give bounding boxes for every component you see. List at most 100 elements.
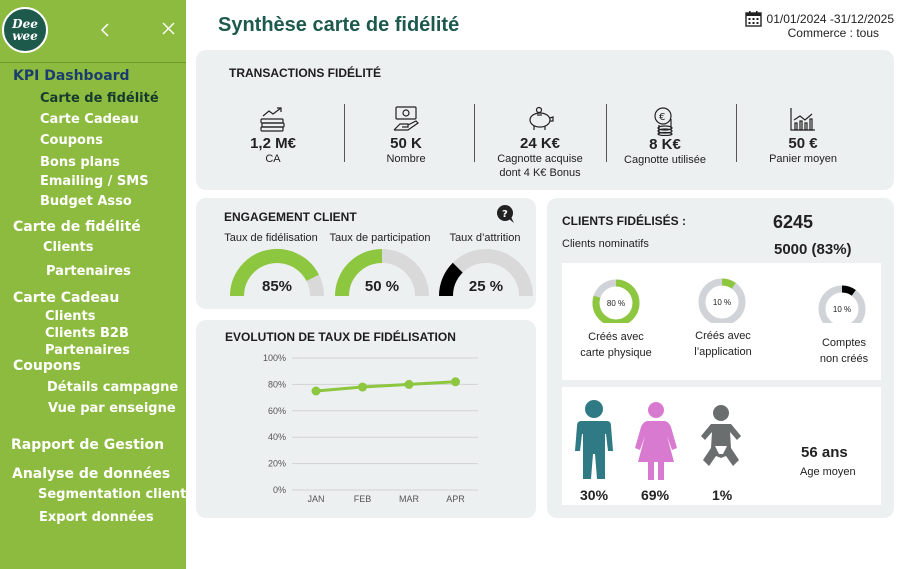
female-percent: 69% (641, 487, 670, 503)
nav-cadeau-partenaires[interactable]: Partenaires (45, 343, 130, 358)
nav-rapport-gestion[interactable]: Rapport de Gestion (11, 437, 165, 453)
nav-cadeau-clients-b2b[interactable]: Clients B2B (45, 326, 129, 341)
gauge-label: Taux de fidélisation (224, 232, 318, 244)
nav-kpi-carte-cadeau[interactable]: Carte Cadeau (40, 112, 139, 127)
donut-label: Comptes non créés (794, 335, 894, 367)
gauge-label: Taux d’attrition (449, 232, 521, 244)
y-tick-label: 100% (263, 353, 286, 363)
data-point (358, 382, 367, 392)
date-range-picker[interactable]: 01/01/2024 -31/12/2025 (744, 10, 894, 27)
donut-label-line: carte physique (580, 347, 652, 359)
gauge-label: Taux de participation (329, 232, 431, 244)
kpi-nombre-label: Nombre (386, 153, 426, 165)
male-icon (575, 400, 613, 479)
x-tick-label: JAN (307, 494, 324, 504)
y-tick-label: 40% (268, 432, 286, 442)
donut-label-line: Créés avec (588, 331, 644, 343)
gauge-value: 85% (261, 278, 293, 295)
baby-percent: 1% (712, 487, 733, 503)
donut-label-line: non créés (819, 353, 869, 365)
nav-segmentation-clients[interactable]: Segmentation clients (38, 487, 195, 502)
donut-label-line: Comptes (821, 337, 867, 349)
nav-coupons-vue-enseigne[interactable]: Vue par enseigne (48, 401, 176, 416)
nav-kpi-bons-plans[interactable]: Bons plans (40, 155, 120, 170)
gauges-chart (230, 249, 533, 297)
nav-fidelite-clients[interactable]: Clients (43, 240, 94, 255)
close-sidebar-button[interactable] (162, 22, 175, 39)
y-tick-label: 60% (268, 406, 286, 416)
donuts-chart: 80 % 10 % 10 % (592, 278, 866, 323)
money-stack-icon (260, 107, 285, 132)
x-tick-label: FEB (354, 494, 372, 504)
page-title: Synthèse carte de fidélité (218, 14, 460, 36)
baby-icon (701, 405, 741, 466)
y-tick-label: 20% (268, 459, 286, 469)
gauge-value: 50 % (364, 278, 400, 295)
age-value: 56 ans (801, 444, 848, 461)
nav-export-donnees[interactable]: Export données (39, 510, 154, 525)
x-tick-label: APR (446, 494, 465, 504)
nav-kpi-coupons[interactable]: Coupons (40, 133, 103, 148)
engagement-title: ENGAGEMENT CLIENT (224, 210, 357, 224)
data-point (451, 377, 460, 387)
donut-label-line: l’application (694, 346, 752, 358)
calendar-icon (744, 11, 762, 27)
donut-fill (818, 285, 866, 323)
donut-label: Créés avec carte physique (566, 329, 666, 361)
kpi-ca-label: CA (265, 153, 281, 165)
donut-fill (592, 279, 640, 323)
nav-coupons-details-campagne[interactable]: Détails campagne (47, 380, 179, 395)
nav-kpi-emailing[interactable]: Emailing / SMS (40, 174, 149, 189)
donut-percent: 10 % (713, 298, 731, 307)
nav-kpi-carte-fidelite[interactable]: Carte de fidélité (40, 91, 159, 106)
nav-section-carte-fidelite[interactable]: Carte de fidélité (13, 219, 141, 235)
svg-text:?: ? (502, 209, 508, 220)
gauge-fill (439, 262, 463, 297)
kpi-divider (474, 104, 475, 162)
evolution-title: EVOLUTION DE TAUX DE FIDÉLISATION (225, 330, 456, 344)
age-label: Age moyen (800, 466, 856, 478)
basket-chart-icon (790, 108, 815, 131)
line-chart: 0% 20% 40% 60% 80% 100% JAN FEB MAR APR (263, 353, 478, 504)
nav-kpi-budget-asso[interactable]: Budget Asso (40, 194, 132, 209)
clients-title: CLIENTS FIDÉLISÉS : (562, 214, 687, 228)
kpi-cagnotte-acquise-sub: dont 4 K€ Bonus (499, 167, 581, 179)
chat-question-icon[interactable]: ? (495, 204, 517, 224)
donut-label-line: Créés avec (695, 330, 751, 342)
y-tick-label: 0% (273, 485, 286, 495)
kpi-divider (344, 104, 345, 162)
male-percent: 30% (580, 487, 609, 503)
nav-fidelite-partenaires[interactable]: Partenaires (46, 264, 131, 279)
collapse-sidebar-button[interactable] (100, 22, 110, 42)
hand-cash-icon (393, 106, 419, 131)
date-range-text: 01/01/2024 -31/12/2025 (766, 11, 894, 26)
nav-section-carte-cadeau[interactable]: Carte Cadeau (13, 290, 120, 306)
transactions-card (196, 50, 894, 190)
piggy-bank-icon (529, 106, 554, 130)
kpi-divider (606, 104, 607, 162)
nav-kpi-dashboard[interactable]: KPI Dashboard (13, 68, 130, 84)
kpi-nombre: 50 K Nombre (341, 106, 471, 166)
evolution-card (196, 320, 536, 518)
kpi-cagnotte-acquise: 24 K€ Cagnotte acquise dont 4 K€ Bonus (475, 106, 605, 180)
logo-text: Dee wee (12, 17, 38, 43)
clients-nominatifs-value: 5000 (83%) (774, 241, 852, 258)
nav-section-coupons[interactable]: Coupons (13, 358, 81, 374)
donut-fill (698, 278, 746, 323)
gauge-fill (335, 249, 383, 297)
nav-analyse-donnees[interactable]: Analyse de données (12, 466, 171, 482)
commerce-filter[interactable]: Commerce : tous (787, 26, 879, 40)
nav-cadeau-clients[interactable]: Clients (45, 309, 96, 324)
kpi-panier-moyen: 50 € Panier moyen (738, 106, 868, 166)
donut-label: Créés avec l’application (673, 328, 773, 360)
clients-total: 6245 (773, 212, 814, 232)
female-icon (635, 402, 677, 480)
kpi-nombre-value: 50 K (390, 135, 422, 152)
donut-percent: 10 % (833, 305, 851, 314)
kpi-cagnotte-utilisee: € 8 K€ Cagnotte utilisée (600, 106, 730, 167)
kpi-ca-value: 1,2 M€ (250, 135, 296, 152)
logo[interactable]: Dee wee (2, 7, 48, 53)
kpi-divider (736, 104, 737, 162)
kpi-cagnotte-acquise-value: 24 K€ (519, 135, 561, 152)
